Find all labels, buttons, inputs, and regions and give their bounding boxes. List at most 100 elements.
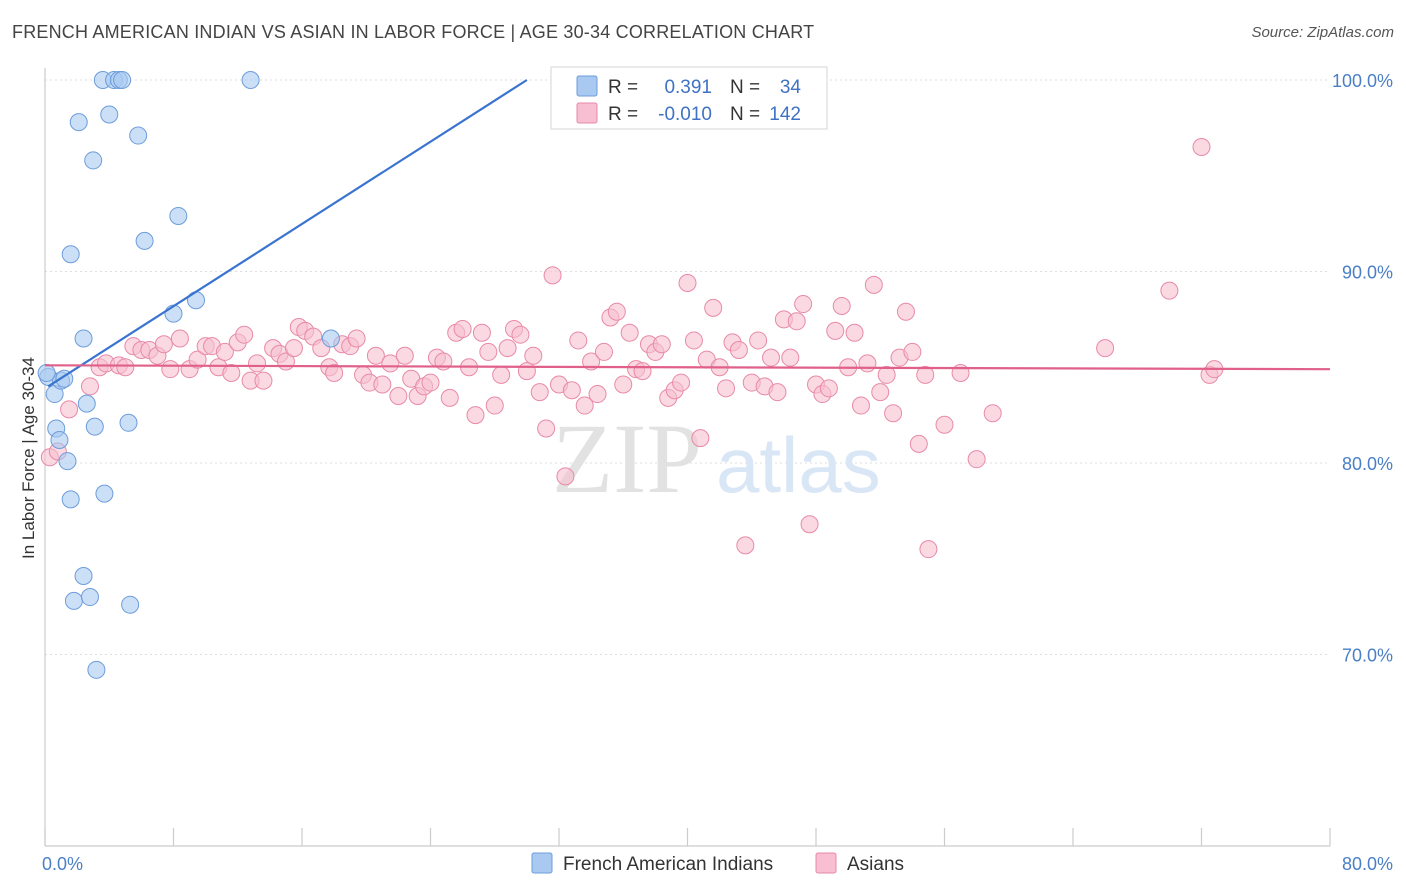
- x-tick-labels: 0.0% 80.0%: [42, 854, 1393, 874]
- point-asian-81: [620, 323, 639, 342]
- point-asian-83: [633, 362, 652, 381]
- point-asian-68: [537, 419, 556, 438]
- point-asian-126: [909, 434, 928, 453]
- point-asian-2: [60, 400, 79, 419]
- point-asian-118: [858, 354, 877, 373]
- point-asian-113: [826, 321, 845, 340]
- legend-r-value-2: -0.010: [658, 104, 712, 125]
- point-fai-25: [121, 595, 140, 614]
- watermark-atlas: atlas: [716, 421, 881, 509]
- point-asian-129: [935, 415, 954, 434]
- point-fai-17: [87, 660, 106, 679]
- point-asian-125: [903, 342, 922, 361]
- y-tick-label-3: 100.0%: [1332, 71, 1393, 91]
- point-asian-64: [511, 325, 530, 344]
- point-fai-16: [85, 417, 104, 436]
- gridlines: [45, 79, 1330, 655]
- series-legend-swatch-french-american-indians: [531, 852, 553, 874]
- point-asian-43: [373, 375, 392, 394]
- point-asian-72: [562, 381, 581, 400]
- point-fai-19: [95, 484, 114, 503]
- point-asian-120: [871, 383, 890, 402]
- point-asian-65: [517, 362, 536, 381]
- point-asian-13: [161, 360, 180, 379]
- point-fai-15: [84, 151, 103, 170]
- point-fai-28: [164, 304, 183, 323]
- point-asian-46: [395, 346, 414, 365]
- x-tick-label-0: 0.0%: [42, 854, 83, 874]
- point-asian-98: [729, 341, 748, 360]
- y-axis-label: In Labor Force | Age 30-34: [19, 357, 38, 559]
- point-asian-134: [1160, 281, 1179, 300]
- point-asian-104: [768, 383, 787, 402]
- point-asian-103: [762, 348, 781, 367]
- point-asian-7: [116, 358, 135, 377]
- legend-swatch-french-american-indians: [576, 75, 598, 97]
- point-asian-66: [524, 346, 543, 365]
- point-fai-30: [186, 291, 205, 310]
- point-asian-117: [851, 396, 870, 415]
- x-tick-label-1: 80.0%: [1342, 854, 1393, 874]
- point-asian-39: [347, 329, 366, 348]
- point-asian-26: [254, 371, 273, 390]
- chart-title: FRENCH AMERICAN INDIAN VS ASIAN IN LABOR…: [12, 22, 815, 42]
- point-asian-91: [684, 331, 703, 350]
- point-asian-127: [916, 365, 935, 384]
- point-asian-44: [381, 354, 400, 373]
- point-asian-90: [678, 273, 697, 292]
- correlation-legend: R = 0.391 N = 34 R = -0.010 N = 142: [550, 66, 828, 130]
- point-asian-94: [704, 298, 723, 317]
- series-legend-swatch-asians: [815, 852, 837, 874]
- trend-line-asians: [44, 364, 1331, 371]
- point-fai-33: [37, 363, 56, 382]
- point-asian-69: [543, 266, 562, 285]
- point-fai-8: [61, 245, 80, 264]
- point-asian-55: [453, 319, 472, 338]
- point-asian-106: [781, 348, 800, 367]
- point-fai-23: [113, 71, 132, 89]
- legend-n-label-1: N =: [730, 77, 760, 98]
- series-legend-label-french-american-indians: French American Indians: [563, 854, 773, 875]
- series-legend-label-asians: Asians: [847, 854, 904, 875]
- point-asian-61: [492, 365, 511, 384]
- point-fai-14: [80, 588, 99, 607]
- watermark: ZIP atlas: [552, 403, 881, 514]
- point-asian-74: [575, 396, 594, 415]
- point-asian-109: [800, 515, 819, 534]
- point-asian-45: [389, 386, 408, 405]
- point-asian-14: [170, 329, 189, 348]
- point-fai-7: [61, 490, 80, 509]
- point-asian-60: [485, 396, 504, 415]
- point-asian-42: [366, 346, 385, 365]
- point-asian-67: [530, 383, 549, 402]
- point-asian-62: [498, 339, 517, 358]
- trend-line-french-american-indians: [47, 79, 528, 388]
- point-asian-124: [896, 302, 915, 321]
- point-asian-12: [154, 335, 173, 354]
- point-fai-29: [169, 206, 188, 225]
- data-points: [37, 71, 1224, 679]
- point-asian-23: [235, 325, 254, 344]
- legend-swatch-asians: [576, 102, 598, 124]
- y-tick-labels: 70.0% 80.0% 90.0% 100.0%: [1332, 71, 1393, 666]
- point-fai-27: [135, 231, 154, 250]
- point-asian-50: [421, 373, 440, 392]
- trend-lines: [44, 79, 1331, 388]
- point-asian-89: [672, 373, 691, 392]
- point-asian-57: [466, 406, 485, 425]
- point-fai-9: [64, 591, 83, 610]
- point-fai-3: [50, 431, 69, 450]
- point-asian-131: [967, 450, 986, 469]
- point-asian-96: [717, 379, 736, 398]
- point-asian-86: [652, 335, 671, 354]
- watermark-zip: ZIP: [552, 403, 702, 514]
- source-credit: Source: ZipAtlas.com: [1251, 24, 1394, 41]
- legend-n-label-2: N =: [730, 104, 760, 125]
- point-fai-26: [129, 126, 148, 145]
- point-asian-76: [588, 385, 607, 404]
- point-fai-12: [74, 329, 93, 348]
- point-asian-53: [440, 388, 459, 407]
- point-asian-99: [736, 536, 755, 555]
- point-asian-92: [691, 429, 710, 448]
